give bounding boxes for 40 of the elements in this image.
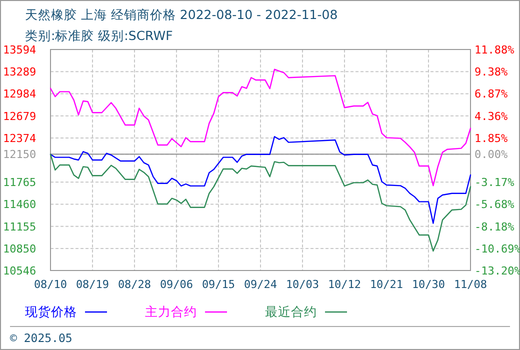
y-tick-label: 11460 [3, 198, 36, 212]
y-tick-label: 10850 [3, 242, 36, 256]
x-tick-label: 10/21 [370, 278, 404, 291]
y-tick-label: 12984 [3, 88, 36, 101]
x-tick-label: 10/03 [286, 278, 320, 291]
y-tick-label: 12679 [3, 110, 36, 123]
y-tick-label: 12150 [3, 148, 36, 162]
x-tick-label: 10/30 [412, 278, 446, 291]
y2-tick-label: -3.17% [474, 176, 515, 190]
chart-subtitle: 类别:标准胶 级别:SCRWF [25, 28, 173, 43]
y-tick-label: 10546 [3, 264, 36, 278]
legend-label: 主力合约 [145, 304, 197, 319]
y2-tick-label: 11.88% [474, 44, 515, 56]
y2-tick-label: 1.85% [474, 132, 508, 145]
line-series [50, 154, 472, 252]
x-tick-label: 09/06 [160, 278, 194, 291]
legend-label: 最近合约 [265, 304, 317, 319]
y2-tick-label: 9.38% [474, 66, 508, 79]
y2-tick-label: -8.18% [474, 220, 515, 234]
line-series [50, 136, 472, 224]
x-tick-label: 09/15 [202, 278, 236, 291]
text: © 2025.05 [10, 331, 72, 345]
x-tick-label: 08/19 [76, 278, 110, 291]
legend-label: 现货价格 [25, 304, 77, 319]
y2-tick-label: 4.36% [474, 110, 508, 123]
y2-tick-label: 6.87% [474, 88, 508, 101]
y2-tick-label: 0.00% [474, 148, 508, 162]
x-tick-label: 08/10 [34, 278, 68, 291]
x-tick-label: 08/28 [118, 278, 152, 291]
chart-title: 天然橡胶 上海 经销商价格 2022-08-10 - 2022-11-08 [25, 7, 338, 22]
x-tick-label: 11/08 [454, 278, 488, 291]
x-tick-label: 09/24 [244, 278, 278, 291]
y-tick-label: 13594 [3, 44, 36, 56]
y-tick-label: 13289 [3, 66, 36, 79]
x-tick-label: 10/12 [328, 278, 362, 291]
y-tick-label: 11155 [3, 220, 36, 234]
y2-tick-label: -5.68% [474, 198, 515, 212]
y-tick-label: 12374 [3, 132, 36, 145]
y-tick-label: 11765 [3, 176, 36, 190]
line-series [50, 68, 472, 186]
